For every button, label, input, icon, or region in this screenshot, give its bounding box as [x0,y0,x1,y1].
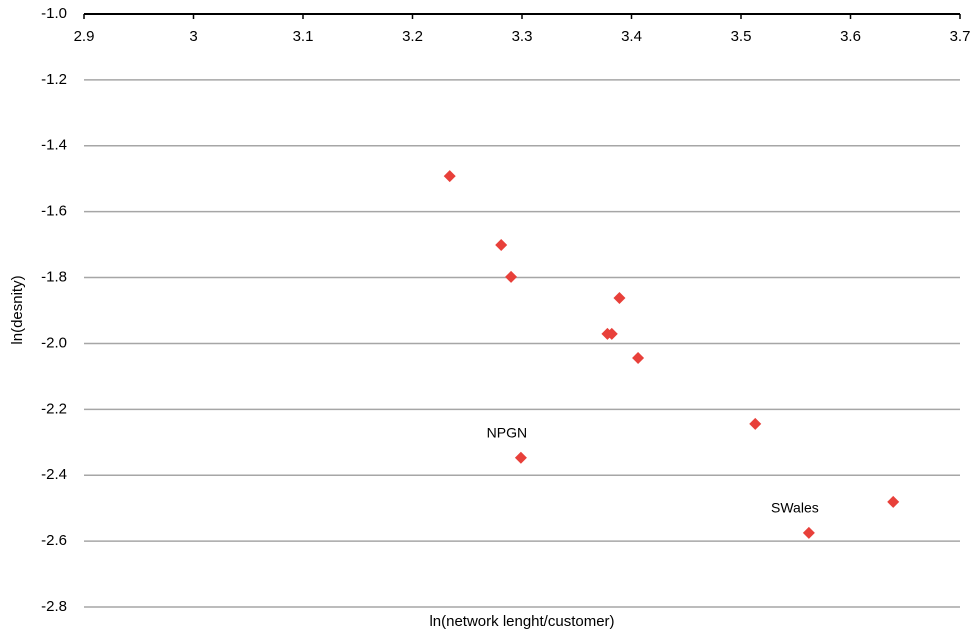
point [605,327,618,340]
point [632,351,645,364]
x-tick-label: 3.4 [621,28,642,45]
x-tick-label: 3.5 [731,28,752,45]
point [505,270,518,283]
point [887,495,900,508]
x-tick-label: 3.6 [840,28,861,45]
point-label: SWales [771,500,819,516]
point [613,291,626,304]
y-tick-label: -2.6 [41,532,67,549]
y-tick-label: -1.4 [41,137,67,154]
x-tick-label: 3 [189,28,197,45]
point [802,526,815,539]
point [749,417,762,430]
x-tick-label: 3.3 [512,28,533,45]
x-tick-label: 3.2 [402,28,423,45]
y-tick-label: -2.0 [41,334,67,351]
y-tick-label: -1.2 [41,71,67,88]
y-tick-label: -1.8 [41,269,67,286]
y-tick-label: -2.8 [41,598,67,615]
point [495,238,508,251]
y-tick-label: -2.2 [41,400,67,417]
y-tick-label: -1.6 [41,203,67,220]
point [443,170,456,183]
x-tick-label: 2.9 [74,28,95,45]
point [514,451,527,464]
y-tick-label: -2.4 [41,466,67,483]
x-tick-label: 3.1 [293,28,314,45]
x-tick-label: 3.7 [950,28,971,45]
y-tick-label: -1.0 [41,5,67,22]
y-axis-title: ln(desnity) [9,275,26,344]
x-axis-title: ln(network lenght/customer) [429,613,614,630]
point-label: NPGN [487,424,527,440]
